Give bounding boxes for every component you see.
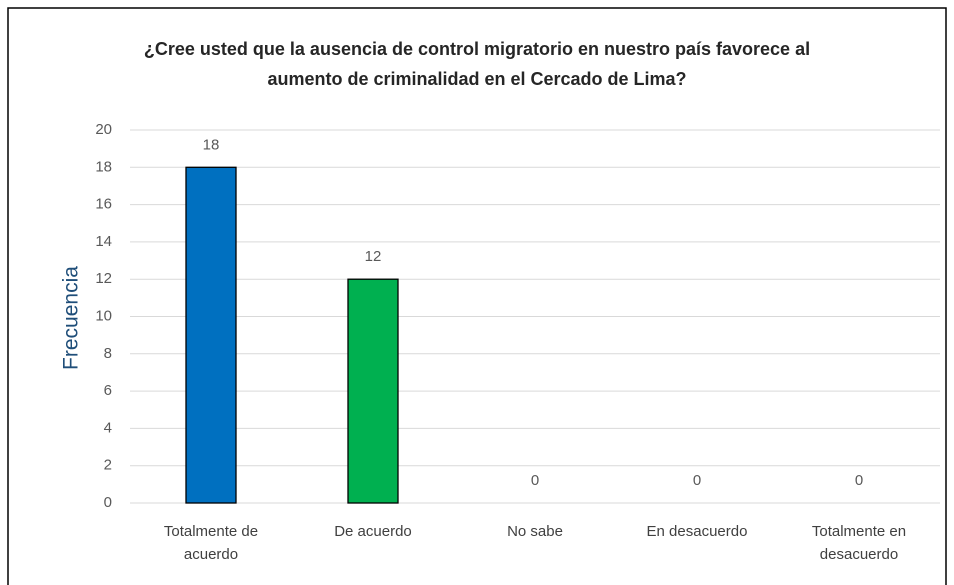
- data-label: 0: [855, 472, 863, 489]
- y-tick-label: 6: [104, 382, 112, 399]
- x-tick-label: En desacuerdo: [646, 523, 748, 540]
- bar: [185, 166, 237, 504]
- y-tick-label: 12: [95, 270, 112, 287]
- y-tick-label: 4: [104, 419, 112, 436]
- y-axis-label: Frecuencia: [60, 266, 83, 370]
- data-label: 18: [203, 136, 220, 153]
- chart-title: ¿Cree usted que la ausencia de control m…: [143, 39, 811, 89]
- data-label: 12: [365, 248, 382, 265]
- y-tick-label: 8: [104, 345, 112, 362]
- y-tick-label: 14: [95, 233, 112, 250]
- y-tick-label: 2: [104, 457, 112, 474]
- x-tick-label: No sabe: [507, 523, 563, 540]
- frame: [7, 7, 947, 585]
- y-tick-label: 18: [95, 158, 112, 175]
- y-tick-label: 0: [104, 494, 112, 511]
- y-tick-label: 10: [95, 307, 112, 324]
- y-tick-label: 20: [95, 121, 112, 138]
- x-tick-label: Totalmente en desacuerdo: [811, 523, 907, 563]
- x-tick-label: Totalmente de acuerdo: [163, 523, 259, 563]
- data-label: 0: [693, 472, 701, 489]
- bar: [347, 278, 399, 504]
- data-label: 0: [531, 472, 539, 489]
- x-tick-label: De acuerdo: [334, 523, 412, 540]
- y-tick-label: 16: [95, 196, 112, 213]
